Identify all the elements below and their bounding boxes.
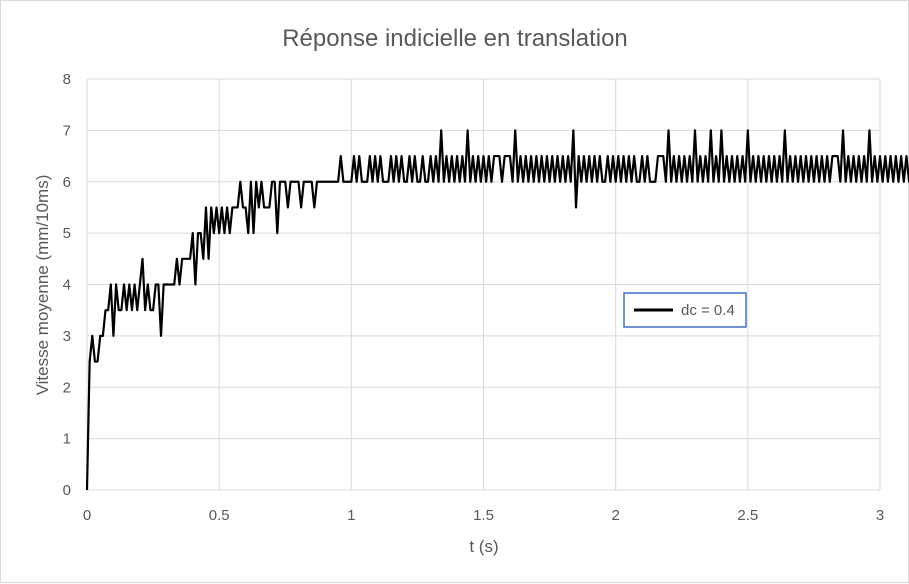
y-tick-label: 1 <box>63 431 71 448</box>
y-tick-label: 6 <box>63 174 71 191</box>
y-axis-title: Vitesse moyenne (mm/10ms) <box>33 175 52 396</box>
series-layer <box>85 129 909 491</box>
y-tick-label: 7 <box>63 122 71 139</box>
x-tick-label: 2.5 <box>737 507 758 524</box>
x-tick-label: 2 <box>611 507 619 524</box>
x-tick-label: 3 <box>876 507 884 524</box>
legend-label: dc = 0.4 <box>681 302 735 319</box>
x-axis-ticks: 0 0.5 1 1.5 2 2.5 3 <box>83 507 884 524</box>
y-axis-ticks: 0 1 2 3 4 5 6 7 8 <box>63 71 71 499</box>
series-line-dc-0-4 <box>85 129 909 491</box>
y-tick-label: 0 <box>63 482 71 499</box>
legend: dc = 0.4 <box>623 292 747 328</box>
grid <box>86 78 881 491</box>
y-tick-label: 2 <box>63 379 71 396</box>
y-tick-label: 3 <box>63 328 71 345</box>
y-tick-label: 8 <box>63 71 71 88</box>
x-tick-label: 0.5 <box>209 507 230 524</box>
y-tick-label: 5 <box>63 225 71 242</box>
x-tick-label: 1 <box>347 507 355 524</box>
x-axis-title: t (s) <box>469 537 498 556</box>
x-tick-label: 1.5 <box>473 507 494 524</box>
y-tick-label: 4 <box>63 277 71 294</box>
chart-title: Réponse indicielle en translation <box>282 25 628 52</box>
x-tick-label: 0 <box>83 507 91 524</box>
